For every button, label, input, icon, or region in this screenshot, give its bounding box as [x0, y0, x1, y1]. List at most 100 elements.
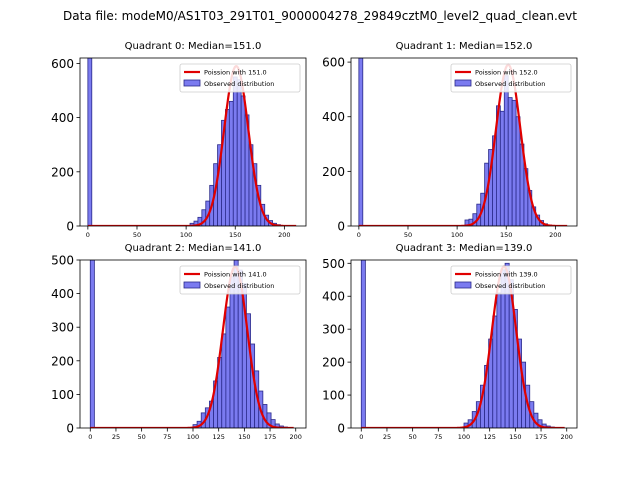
histogram-bar	[358, 58, 364, 226]
legend-box	[450, 63, 572, 93]
panel-title: Quadrant 2: Median=141.0	[125, 243, 262, 254]
legend-label-poisson: Poission with 141.0	[204, 271, 267, 279]
x-tick-label: 0	[357, 231, 361, 239]
legend-bar-swatch	[183, 281, 201, 289]
histogram-bar	[240, 95, 246, 226]
x-tick-label: 100	[451, 231, 463, 239]
x-tick-label: 75	[434, 433, 442, 441]
panel-title: Quadrant 0: Median=151.0	[125, 41, 262, 52]
histogram-bar	[228, 100, 234, 226]
y-tick-label: 300	[322, 323, 345, 337]
x-tick-label: 150	[500, 231, 512, 239]
legend: Poission with 141.0 Observed distribution	[179, 265, 301, 295]
y-tick-label: 400	[51, 287, 74, 301]
legend-label-poisson: Poission with 152.0	[475, 69, 538, 77]
y-tick-label: 0	[337, 422, 345, 436]
histogram-bar	[221, 333, 227, 428]
histogram-bar	[499, 110, 505, 226]
y-tick-label: 0	[337, 220, 345, 234]
legend-label-observed: Observed distribution	[204, 282, 274, 290]
quadrant-panel-2: 0 25 50 75 100 125 150 175 200 0 100 200 300 400 500 Qu…	[51, 243, 307, 441]
legend-bar-swatch	[183, 79, 201, 87]
x-tick-label: 0	[359, 433, 363, 441]
x-tick-label: 125	[483, 433, 495, 441]
panels: 0 50 100 150 200 0 200 400 600 Quadrant 0: Median…	[51, 41, 578, 441]
quadrant-panel-1: 0 50 100 150 200 0 200 400 600 Quadrant 1: Median…	[322, 41, 578, 239]
x-tick-label: 25	[112, 433, 120, 441]
histogram-bar	[232, 76, 238, 226]
legend-bar-swatch	[454, 281, 472, 289]
histogram-bar	[496, 292, 502, 428]
legend-box	[179, 63, 301, 93]
plot-area	[87, 58, 297, 226]
x-tick-label: 0	[86, 231, 90, 239]
legend-label-observed: Observed distribution	[475, 80, 545, 88]
y-tick-label: 200	[322, 356, 345, 370]
y-tick-label: 400	[322, 110, 345, 124]
x-tick-label: 50	[133, 231, 141, 239]
axes-frame	[79, 57, 307, 227]
legend: Poission with 152.0 Observed distribution	[450, 63, 572, 93]
panel-title: Quadrant 3: Median=139.0	[396, 243, 533, 254]
histogram-bar	[225, 109, 230, 226]
x-tick-label: 100	[187, 433, 199, 441]
histogram-bar	[360, 260, 366, 428]
x-tick-label: 100	[180, 231, 192, 239]
y-tick-label: 200	[322, 165, 345, 179]
y-tick-label: 200	[51, 165, 74, 179]
y-tick-label: 600	[322, 56, 345, 70]
histogram-bar	[492, 315, 498, 428]
x-tick-label: 50	[404, 231, 412, 239]
x-tick-label: 50	[137, 433, 145, 441]
x-tick-label: 200	[278, 231, 290, 239]
y-tick-label: 100	[322, 389, 345, 403]
x-tick-label: 25	[383, 433, 391, 441]
histogram-bar	[515, 116, 521, 226]
legend-label-observed: Observed distribution	[204, 80, 274, 88]
quadrant-panel-3: 0 25 50 75 100 125 150 175 200 0 100 200 300 400 500 Qu…	[322, 243, 578, 441]
y-tick-label: 400	[322, 290, 345, 304]
figure-suptitle: Data file: modeM0/AS1T03_291T01_90000042…	[63, 9, 577, 23]
histogram-bar	[225, 306, 231, 428]
y-tick-label: 400	[51, 111, 74, 125]
quadrant-panel-0: 0 50 100 150 200 0 200 400 600 Quadrant 0: Median…	[51, 41, 307, 239]
x-tick-label: 150	[238, 433, 250, 441]
histogram-bar	[89, 260, 95, 428]
histogram-bar	[229, 276, 235, 428]
plot-area	[89, 260, 294, 428]
poisson-curve	[361, 265, 565, 428]
panel-title: Quadrant 1: Median=152.0	[396, 41, 533, 52]
histogram-bar	[511, 99, 517, 226]
y-tick-label: 0	[66, 220, 74, 234]
axes-frame	[350, 57, 578, 227]
x-tick-label: 150	[229, 231, 241, 239]
y-tick-label: 600	[51, 57, 74, 71]
legend-box	[450, 265, 572, 295]
x-tick-label: 100	[458, 433, 470, 441]
legend-box	[179, 265, 301, 295]
y-tick-label: 500	[322, 257, 345, 271]
plot-area	[360, 260, 565, 428]
x-tick-label: 50	[408, 433, 416, 441]
histogram-bar	[503, 75, 509, 226]
legend: Poission with 151.0 Observed distribution	[179, 63, 301, 93]
y-tick-label: 100	[51, 388, 74, 402]
legend-label-observed: Observed distribution	[475, 282, 545, 290]
legend-label-poisson: Poission with 139.0	[475, 271, 538, 279]
histogram-bar	[87, 58, 93, 226]
y-tick-label: 200	[51, 354, 74, 368]
x-tick-label: 75	[163, 433, 171, 441]
histogram-bar	[236, 79, 242, 226]
legend-label-poisson: Poission with 151.0	[204, 69, 267, 77]
x-tick-label: 200	[549, 231, 561, 239]
legend-bar-swatch	[454, 79, 472, 87]
x-tick-label: 200	[290, 433, 302, 441]
x-tick-label: 125	[212, 433, 224, 441]
x-tick-label: 200	[561, 433, 573, 441]
x-tick-label: 150	[509, 433, 521, 441]
legend: Poission with 139.0 Observed distribution	[450, 265, 572, 295]
x-tick-label: 0	[88, 433, 92, 441]
x-tick-label: 175	[535, 433, 547, 441]
